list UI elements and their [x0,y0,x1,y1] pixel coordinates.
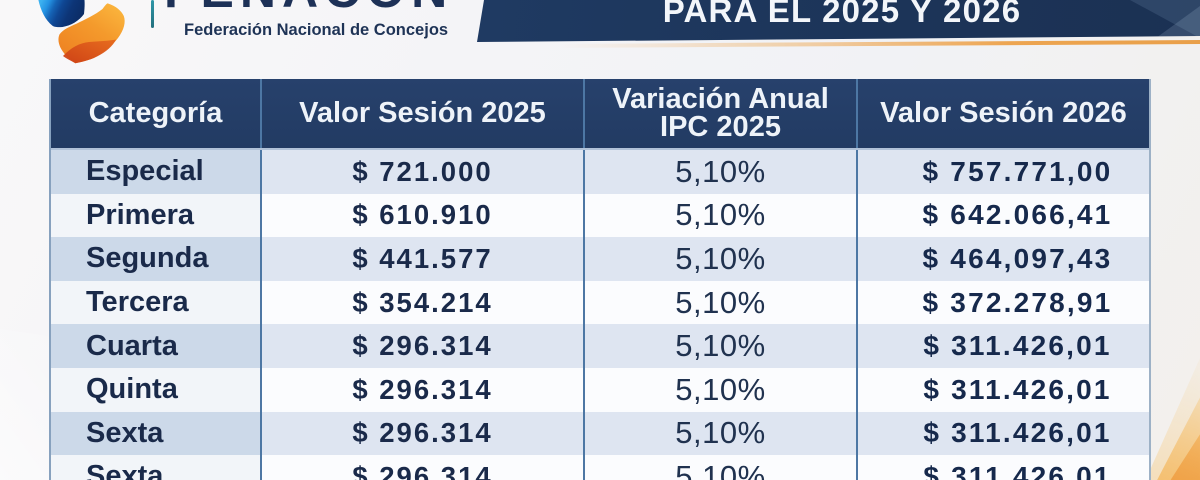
cell-variacion-ipc: 5,10% [585,455,858,480]
banner-title: PARA EL 2025 Y 2026 [662,0,1022,29]
table-row: Especial $ 721.000 5,10% $ 757.771,00 [51,150,1149,194]
table-row: Tercera $ 354.214 5,10% $ 372.278,91 [51,280,1149,325]
cell-valor-sesion-2025: $ 610.910 [262,193,585,238]
cell-categoria: Sexta [51,455,262,480]
cell-variacion-ipc: 5,10% [585,150,858,194]
table-row: Sexta $ 296.314 5,10% $ 311.426,01 [51,455,1149,480]
cell-variacion-ipc: 5,10% [585,193,858,238]
session-values-table: Categoría Valor Sesión 2025 Variación An… [49,79,1151,480]
cell-categoria: Tercera [51,280,262,325]
cell-valor-sesion-2026: $ 311.426,01 [858,324,1149,368]
cell-categoria: Cuarta [51,324,262,368]
cell-variacion-ipc: 5,10% [585,237,858,281]
cell-valor-sesion-2025: $ 296.314 [262,367,585,412]
brand-separator-line [151,0,154,28]
cell-valor-sesion-2025: $ 721.000 [262,150,585,194]
table-row: Segunda $ 441.577 5,10% $ 464,097,43 [51,237,1149,281]
cell-valor-sesion-2026: $ 311.426,01 [858,367,1149,412]
cell-valor-sesion-2026: $ 372.278,91 [858,280,1149,325]
cell-valor-sesion-2025: $ 354.214 [262,280,585,325]
table-body: Especial $ 721.000 5,10% $ 757.771,00 Pr… [51,150,1149,480]
title-banner [477,0,1200,42]
brand-tagline: Federación Nacional de Concejos [184,21,449,39]
column-header-label: Categoría [88,96,223,129]
cell-valor-sesion-2026: $ 311.426,01 [858,411,1149,456]
cell-variacion-ipc: 5,10% [585,367,858,412]
banner-accent-line [559,39,1200,48]
cell-categoria: Sexta [51,411,262,456]
cell-categoria: Quinta [51,367,262,412]
cell-valor-sesion-2026: $ 464,097,43 [858,237,1149,281]
cell-variacion-ipc: 5,10% [585,411,858,456]
cell-categoria: Segunda [51,237,262,281]
cell-categoria: Primera [51,193,262,238]
column-header-label: Valor Sesión 2025 [299,96,546,129]
flame-logo-icon [38,0,125,64]
table-header-row: Categoría Valor Sesión 2025 Variación An… [51,79,1149,150]
cell-valor-sesion-2025: $ 296.314 [262,455,585,480]
cell-valor-sesion-2026: $ 757.771,00 [858,150,1149,194]
cell-valor-sesion-2026: $ 311.426,01 [858,455,1149,480]
column-header-label: Variación Anual [612,82,829,115]
cell-valor-sesion-2025: $ 296.314 [262,411,585,456]
cell-categoria: Especial [51,150,262,194]
cell-valor-sesion-2026: $ 642.066,41 [858,193,1149,238]
cell-valor-sesion-2025: $ 296.314 [262,324,585,368]
column-header-categoria: Categoría [51,79,262,148]
column-header-valor-2025: Valor Sesión 2025 [262,79,585,148]
cell-variacion-ipc: 5,10% [585,280,858,325]
brand-name: FENACON [164,0,474,15]
column-header-valor-2026: Valor Sesión 2026 [858,79,1149,148]
table-row: Cuarta $ 296.314 5,10% $ 311.426,01 [51,324,1149,368]
column-header-label: IPC 2025 [660,110,781,143]
column-header-label: Valor Sesión 2026 [880,96,1127,129]
column-header-variacion: Variación Anual IPC 2025 [585,79,858,148]
table-row: Sexta $ 296.314 5,10% $ 311.426,01 [51,411,1149,456]
table-row: Quinta $ 296.314 5,10% $ 311.426,01 [51,367,1149,412]
cell-variacion-ipc: 5,10% [585,324,858,368]
table-row: Primera $ 610.910 5,10% $ 642.066,41 [51,193,1149,238]
cell-valor-sesion-2025: $ 441.577 [262,237,585,281]
